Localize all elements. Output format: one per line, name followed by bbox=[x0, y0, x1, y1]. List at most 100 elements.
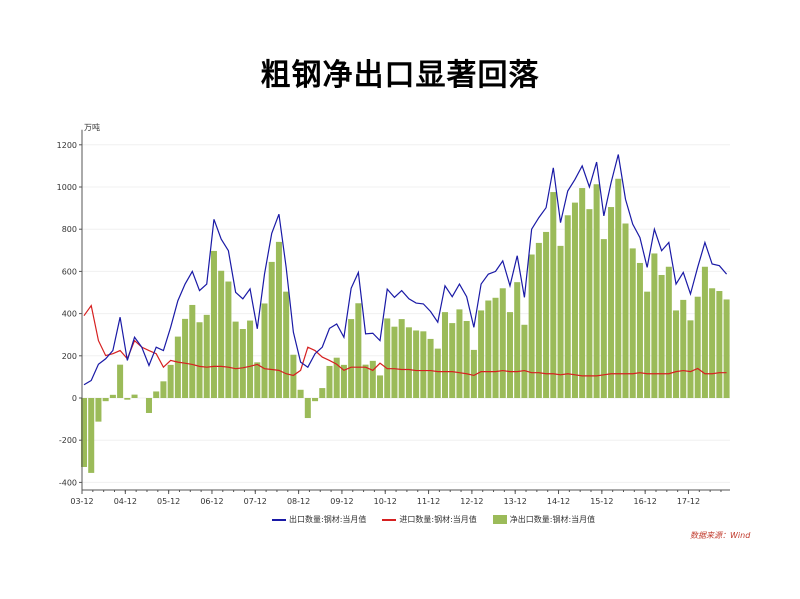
x-tick-label: 08-12 bbox=[287, 497, 310, 506]
bar-net-export bbox=[514, 282, 521, 398]
bar-net-export bbox=[658, 274, 665, 398]
bar-net-export bbox=[377, 375, 384, 398]
bar-net-export bbox=[109, 394, 116, 398]
legend-swatch-export bbox=[272, 518, 286, 521]
bar-net-export bbox=[622, 223, 629, 398]
net-export-bars bbox=[80, 178, 730, 473]
bar-net-export bbox=[88, 398, 95, 473]
bar-net-export bbox=[326, 365, 333, 398]
bar-net-export bbox=[557, 245, 564, 398]
legend-label: 进口数量:钢材:当月值 bbox=[399, 515, 477, 524]
x-tick-label: 05-12 bbox=[157, 497, 180, 506]
bar-net-export bbox=[413, 330, 420, 398]
bar-net-export bbox=[398, 319, 405, 398]
bar-net-export bbox=[615, 178, 622, 398]
series-lines bbox=[83, 154, 728, 386]
bar-net-export bbox=[160, 381, 167, 398]
bar-net-export bbox=[571, 202, 578, 398]
y-tick-label: -400 bbox=[59, 478, 77, 487]
bar-net-export bbox=[463, 320, 470, 398]
x-tick-label: 17-12 bbox=[677, 497, 700, 506]
bar-net-export bbox=[391, 326, 398, 398]
bar-net-export bbox=[124, 398, 131, 400]
bar-net-export bbox=[189, 304, 196, 398]
bar-net-export bbox=[535, 242, 542, 398]
bar-net-export bbox=[600, 239, 607, 398]
bar-net-export bbox=[644, 291, 651, 398]
bar-net-export bbox=[485, 300, 492, 398]
x-tick-label: 12-12 bbox=[460, 497, 483, 506]
line-import bbox=[83, 304, 727, 377]
bar-net-export bbox=[384, 318, 391, 398]
bar-net-export bbox=[665, 266, 672, 398]
bar-net-export bbox=[275, 241, 282, 398]
x-tick-label: 03-12 bbox=[70, 497, 93, 506]
bar-net-export bbox=[521, 324, 528, 398]
bar-net-export bbox=[290, 354, 297, 398]
bar-net-export bbox=[586, 209, 593, 398]
legend-label: 净出口数量:钢材:当月值 bbox=[509, 515, 596, 524]
bar-net-export bbox=[304, 398, 311, 419]
legend: 出口数量:钢材:当月值 进口数量:钢材:当月值 净出口数量:钢材:当月值 bbox=[272, 514, 595, 525]
legend-swatch-import bbox=[382, 518, 397, 521]
bar-net-export bbox=[80, 398, 88, 467]
x-tick-label: 04-12 bbox=[114, 497, 137, 506]
y-tick-label: 800 bbox=[62, 225, 77, 234]
bar-net-export bbox=[247, 320, 254, 398]
bar-net-export bbox=[427, 338, 434, 398]
y-tick-label: 0 bbox=[72, 394, 77, 403]
bar-net-export bbox=[225, 281, 232, 398]
bar-net-export bbox=[420, 331, 427, 398]
bar-net-export bbox=[694, 296, 701, 398]
y-tick-label: -200 bbox=[59, 436, 77, 445]
bar-net-export bbox=[153, 391, 160, 398]
data-source: 数据来源：Wind bbox=[690, 531, 751, 540]
y-tick-label: 600 bbox=[62, 267, 77, 276]
bar-net-export bbox=[261, 303, 268, 398]
bar-net-export bbox=[636, 262, 643, 398]
bar-net-export bbox=[232, 321, 239, 398]
legend-item-net-export: 净出口数量:钢材:当月值 bbox=[492, 514, 596, 525]
x-tick-label: 13-12 bbox=[504, 497, 527, 506]
bar-net-export bbox=[506, 312, 513, 398]
x-tick-label: 15-12 bbox=[590, 497, 613, 506]
legend-item-export: 出口数量:钢材:当月值 bbox=[272, 514, 366, 525]
bar-net-export bbox=[145, 398, 152, 413]
bar-net-export bbox=[470, 349, 477, 398]
bar-net-export bbox=[348, 319, 355, 398]
bar-net-export bbox=[528, 254, 535, 398]
bar-net-export bbox=[651, 253, 658, 398]
bar-net-export bbox=[174, 336, 181, 398]
y-axis-unit: 万吨 bbox=[84, 122, 100, 132]
y-tick-label: 200 bbox=[62, 352, 77, 361]
legend-label: 出口数量:钢材:当月值 bbox=[289, 515, 367, 524]
bar-net-export bbox=[723, 299, 730, 398]
x-tick-label: 16-12 bbox=[634, 497, 657, 506]
bar-net-export bbox=[434, 348, 441, 398]
x-tick-label: 10-12 bbox=[374, 497, 397, 506]
bar-net-export bbox=[218, 270, 225, 398]
bar-net-export bbox=[543, 231, 550, 398]
bar-net-export bbox=[283, 291, 290, 398]
y-tick-label: 1200 bbox=[57, 141, 77, 150]
bar-net-export bbox=[687, 320, 694, 398]
bar-net-export bbox=[312, 398, 319, 402]
bar-net-export bbox=[608, 207, 615, 398]
bar-net-export bbox=[340, 364, 347, 398]
bar-net-export bbox=[673, 310, 680, 398]
bar-net-export bbox=[297, 389, 304, 398]
legend-swatch-net-export bbox=[492, 515, 507, 524]
bar-net-export bbox=[369, 360, 376, 398]
bar-net-export bbox=[117, 364, 124, 398]
line-export bbox=[83, 154, 728, 386]
bar-net-export bbox=[405, 327, 412, 398]
bar-net-export bbox=[239, 329, 246, 398]
x-tick-label: 14-12 bbox=[547, 497, 570, 506]
bar-net-export bbox=[441, 312, 449, 398]
bar-net-export bbox=[268, 261, 275, 398]
y-tick-label: 1000 bbox=[57, 183, 77, 192]
bar-net-export bbox=[362, 364, 369, 398]
bar-net-export bbox=[254, 362, 261, 398]
bar-net-export bbox=[102, 398, 109, 402]
bar-net-export bbox=[564, 215, 571, 398]
